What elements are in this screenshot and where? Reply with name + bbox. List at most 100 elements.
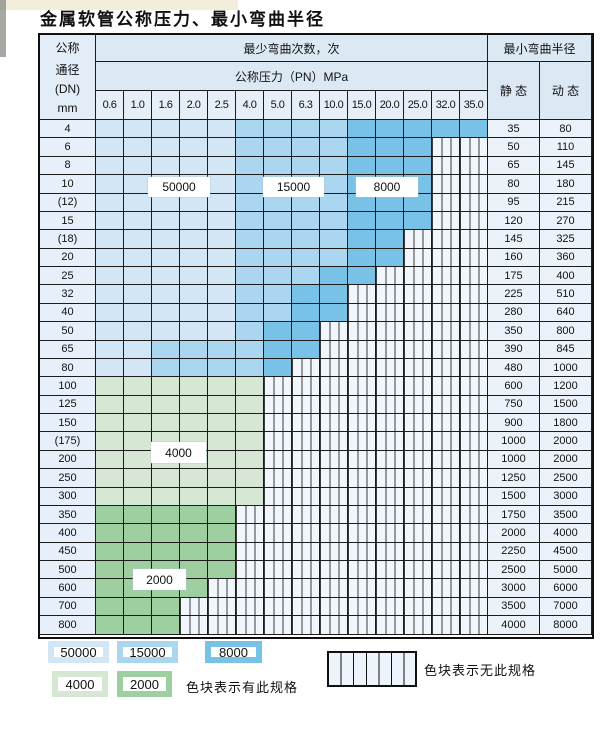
spec-cell xyxy=(236,193,264,212)
spec-cell xyxy=(96,487,124,506)
no-spec-cell xyxy=(460,524,488,543)
spec-cell xyxy=(152,248,180,267)
spec-cell xyxy=(96,211,124,231)
spec-cell xyxy=(124,597,152,617)
spec-cell xyxy=(404,211,432,231)
spec-cell xyxy=(152,230,180,249)
spec-cell xyxy=(208,175,236,194)
spec-cell xyxy=(236,395,264,414)
spec-cell xyxy=(124,193,152,212)
no-spec-cell xyxy=(264,561,292,580)
no-spec-cell xyxy=(460,156,488,176)
dynamic-radius-cell: 110 xyxy=(540,138,592,157)
no-spec-cell xyxy=(236,505,264,525)
dynamic-radius-cell: 845 xyxy=(540,340,592,359)
no-spec-cell xyxy=(404,487,432,506)
spec-cell xyxy=(152,487,180,506)
spec-cell xyxy=(320,230,348,249)
spec-cell xyxy=(348,156,376,176)
no-spec-cell xyxy=(460,322,488,341)
spec-cell xyxy=(124,432,152,451)
spec-cell xyxy=(376,211,404,231)
dn-label-cell: 600 xyxy=(40,579,96,598)
static-radius-cell: 1000 xyxy=(488,450,540,470)
dynamic-radius-cell: 1000 xyxy=(540,358,592,378)
spec-table: 公称 通径 (DN) mm 最少弯曲次数，次 最小弯曲半径 公称压力（PN）MPa 静… xyxy=(38,33,594,639)
spec-cell xyxy=(152,616,180,635)
no-spec-cell xyxy=(460,175,488,194)
spec-cell xyxy=(208,358,236,378)
spec-cell xyxy=(180,377,208,396)
no-spec-cell xyxy=(292,450,320,470)
dn-label-cell: 80 xyxy=(40,358,96,378)
spec-cell xyxy=(180,120,208,139)
dynamic-radius-cell: 3000 xyxy=(540,487,592,506)
dynamic-radius-cell: 325 xyxy=(540,230,592,249)
static-radius-cell: 160 xyxy=(488,248,540,267)
spec-cell xyxy=(124,524,152,543)
no-spec-cell xyxy=(264,487,292,506)
no-spec-cell xyxy=(320,395,348,414)
no-spec-cell xyxy=(432,358,460,378)
dynamic-radius-cell: 800 xyxy=(540,322,592,341)
no-spec-cell xyxy=(432,230,460,249)
no-spec-cell xyxy=(348,542,376,561)
spec-cell xyxy=(208,138,236,157)
static-radius-cell: 35 xyxy=(488,120,540,139)
spec-cell xyxy=(152,597,180,617)
no-spec-cell xyxy=(376,469,404,488)
dn-label-cell: 300 xyxy=(40,487,96,506)
static-radius-cell: 900 xyxy=(488,414,540,433)
pressure-col-header: 0.6 xyxy=(96,91,124,120)
static-radius-cell: 1750 xyxy=(488,505,540,525)
no-spec-cell xyxy=(348,450,376,470)
no-spec-cell xyxy=(460,616,488,635)
dn-label-cell: 10 xyxy=(40,175,96,194)
spec-cell xyxy=(96,377,124,396)
spec-cell xyxy=(180,340,208,359)
dn-label-cell: 400 xyxy=(40,524,96,543)
no-spec-cell xyxy=(348,469,376,488)
zone-label: 15000 xyxy=(263,177,324,197)
dn-label-cell: (175) xyxy=(40,432,96,451)
no-spec-cell xyxy=(460,469,488,488)
static-radius-cell: 120 xyxy=(488,211,540,231)
spec-cell xyxy=(180,267,208,286)
spec-cell xyxy=(208,285,236,304)
spec-cell xyxy=(180,469,208,488)
spec-cell xyxy=(432,120,460,139)
spec-cell xyxy=(152,377,180,396)
no-spec-cell xyxy=(180,616,208,635)
spec-cell xyxy=(96,561,124,580)
no-spec-cell xyxy=(264,505,292,525)
dn-label-cell: 4 xyxy=(40,120,96,139)
spec-cell xyxy=(292,340,320,359)
no-spec-cell xyxy=(292,579,320,598)
page-title: 金属软管公称压力、最小弯曲半径 xyxy=(40,10,325,30)
spec-cell xyxy=(180,395,208,414)
pressure-col-header: 10.0 xyxy=(320,91,348,120)
dn-header-line: (DN) xyxy=(54,82,81,97)
spec-cell xyxy=(264,211,292,231)
spec-cell xyxy=(96,524,124,543)
spec-cell xyxy=(264,248,292,267)
spec-cell xyxy=(96,542,124,561)
dn-label-cell: 50 xyxy=(40,322,96,341)
spec-cell xyxy=(208,340,236,359)
no-spec-cell xyxy=(348,322,376,341)
static-radius-cell: 480 xyxy=(488,358,540,378)
spec-cell xyxy=(208,414,236,433)
no-spec-cell xyxy=(404,267,432,286)
legend-swatch: 4000 xyxy=(52,671,108,697)
spec-cell xyxy=(208,542,236,561)
spec-cell xyxy=(404,120,432,139)
spec-cell xyxy=(124,542,152,561)
static-radius-cell: 350 xyxy=(488,322,540,341)
no-spec-cell xyxy=(376,616,404,635)
dynamic-radius-cell: 270 xyxy=(540,211,592,231)
no-spec-cell xyxy=(292,358,320,378)
spec-cell xyxy=(124,303,152,323)
no-spec-cell xyxy=(208,579,236,598)
dynamic-radius-cell: 3500 xyxy=(540,505,592,525)
no-spec-cell xyxy=(432,285,460,304)
